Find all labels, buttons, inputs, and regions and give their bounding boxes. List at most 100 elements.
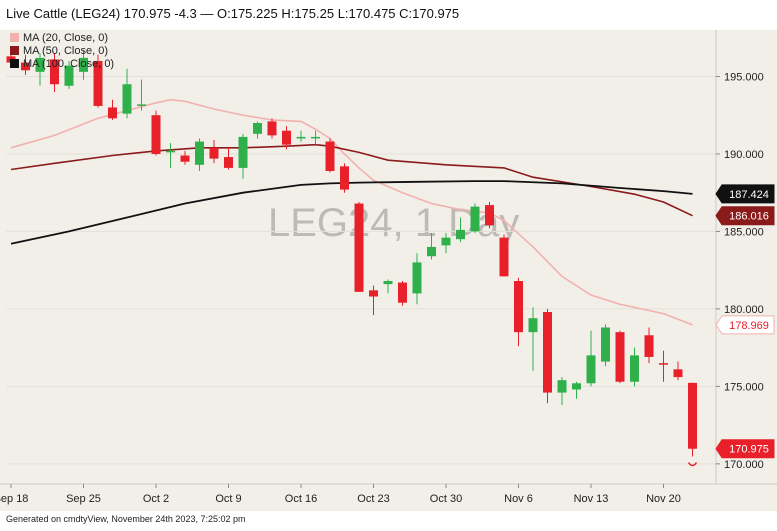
- candle: [340, 163, 349, 193]
- candle-body: [644, 335, 654, 357]
- candle-body: [108, 107, 117, 119]
- candle-body: [21, 62, 30, 71]
- candle-body: [412, 262, 422, 294]
- price-tag-label: 187.424: [729, 189, 769, 201]
- candle-body: [369, 290, 378, 297]
- x-tick-label: Oct 23: [357, 493, 389, 505]
- candle-body: [180, 155, 190, 162]
- ma50-line: [10, 143, 693, 217]
- candle: [21, 54, 30, 75]
- candle: [644, 327, 654, 364]
- candle: [586, 330, 596, 387]
- candle-body: [615, 332, 625, 382]
- candle-body: [557, 380, 567, 393]
- candle-body: [456, 229, 465, 240]
- price-tag-box: [715, 206, 775, 226]
- candle: [441, 232, 451, 254]
- candle-body: [267, 121, 277, 136]
- candle: [499, 234, 509, 277]
- candle-body: [166, 150, 175, 153]
- candle-body: [79, 57, 88, 72]
- price-tag: 178.969: [715, 315, 775, 335]
- candle: [485, 201, 494, 229]
- candle: [427, 232, 436, 260]
- legend-swatch: [10, 59, 19, 68]
- candle: [630, 347, 639, 387]
- moving-average-lines: [10, 98, 693, 326]
- candle-body: [296, 136, 306, 139]
- legend: MA (20, Close, 0)MA (50, Close, 0)MA (10…: [10, 32, 114, 70]
- x-tick-label: Nov 6: [504, 493, 533, 505]
- price-tag-box: [715, 439, 775, 459]
- candle: [93, 54, 103, 108]
- price-tag-box: [715, 184, 775, 204]
- x-tick-label: Sep 25: [66, 493, 101, 505]
- candle-body: [209, 147, 219, 159]
- candle: [108, 99, 117, 120]
- candle-body: [485, 205, 494, 226]
- candle-body: [659, 363, 668, 365]
- candle: [267, 118, 277, 139]
- candle-body: [238, 136, 248, 168]
- candle-body: [514, 281, 523, 333]
- candle-body: [441, 237, 451, 246]
- candle: [601, 324, 610, 367]
- x-tick-label: Nov 20: [646, 493, 681, 505]
- price-tag: 186.016: [715, 206, 775, 226]
- candle-body: [586, 355, 596, 384]
- candle-body: [688, 382, 697, 449]
- candle-body: [673, 369, 683, 378]
- last-candle-marker: [687, 462, 698, 467]
- y-tick-label: 190.000: [724, 149, 764, 161]
- legend-swatch: [10, 33, 19, 42]
- x-tick-label: Sep 18: [0, 493, 28, 505]
- candle: [398, 281, 407, 306]
- candle-body: [543, 312, 552, 393]
- candle: [412, 253, 422, 305]
- candle: [514, 277, 523, 347]
- x-tick-label: Oct 9: [215, 493, 241, 505]
- candle-body: [151, 115, 161, 154]
- candle: [615, 330, 625, 384]
- y-tick-label: 195.000: [724, 71, 764, 83]
- candle: [79, 50, 88, 80]
- candle: [35, 53, 45, 86]
- candle: [209, 140, 219, 164]
- candle-body: [427, 246, 436, 257]
- candle-body: [93, 60, 103, 106]
- candle-body: [470, 206, 480, 232]
- candle: [296, 130, 306, 142]
- candle: [151, 110, 161, 156]
- x-axis: Sep 18 Sep 25 Oct 2 Oct 9 Oct 16 Oct 23 Oct 30…: [0, 483, 777, 505]
- price-tag: 170.975: [715, 439, 775, 459]
- chart-watermark: LEG24, 1 Day: [268, 201, 519, 245]
- candle-body: [50, 59, 59, 85]
- candle: [325, 138, 335, 173]
- candle: [50, 53, 59, 92]
- candle-body: [572, 383, 581, 390]
- candle: [64, 60, 74, 89]
- y-axis: 195.000 190.000 185.000 180.000 175.000 170.0…: [715, 30, 764, 484]
- candle: [166, 143, 175, 168]
- y-tick-label: 185.000: [724, 226, 764, 238]
- footer-text: Generated on cmdtyView, November 24th 20…: [6, 514, 246, 524]
- y-tick-label: 175.000: [724, 381, 764, 393]
- y-tick-label: 170.000: [724, 459, 764, 471]
- candle: [224, 147, 233, 170]
- candle-body: [354, 203, 364, 292]
- candle-body: [601, 327, 610, 362]
- candle-body: [195, 141, 204, 165]
- ma20-line: [10, 98, 693, 326]
- candle: [354, 201, 364, 292]
- candle: [528, 307, 538, 371]
- x-tick-label: Oct 16: [285, 493, 317, 505]
- price-tag-box: [715, 315, 775, 335]
- candle-body: [499, 237, 509, 277]
- x-tick-label: Oct 2: [143, 493, 169, 505]
- x-tick-label: Oct 30: [430, 493, 462, 505]
- y-tick-label: 180.000: [724, 304, 764, 316]
- candle-body: [528, 318, 538, 333]
- candle: [688, 382, 697, 457]
- candle-body: [398, 282, 407, 303]
